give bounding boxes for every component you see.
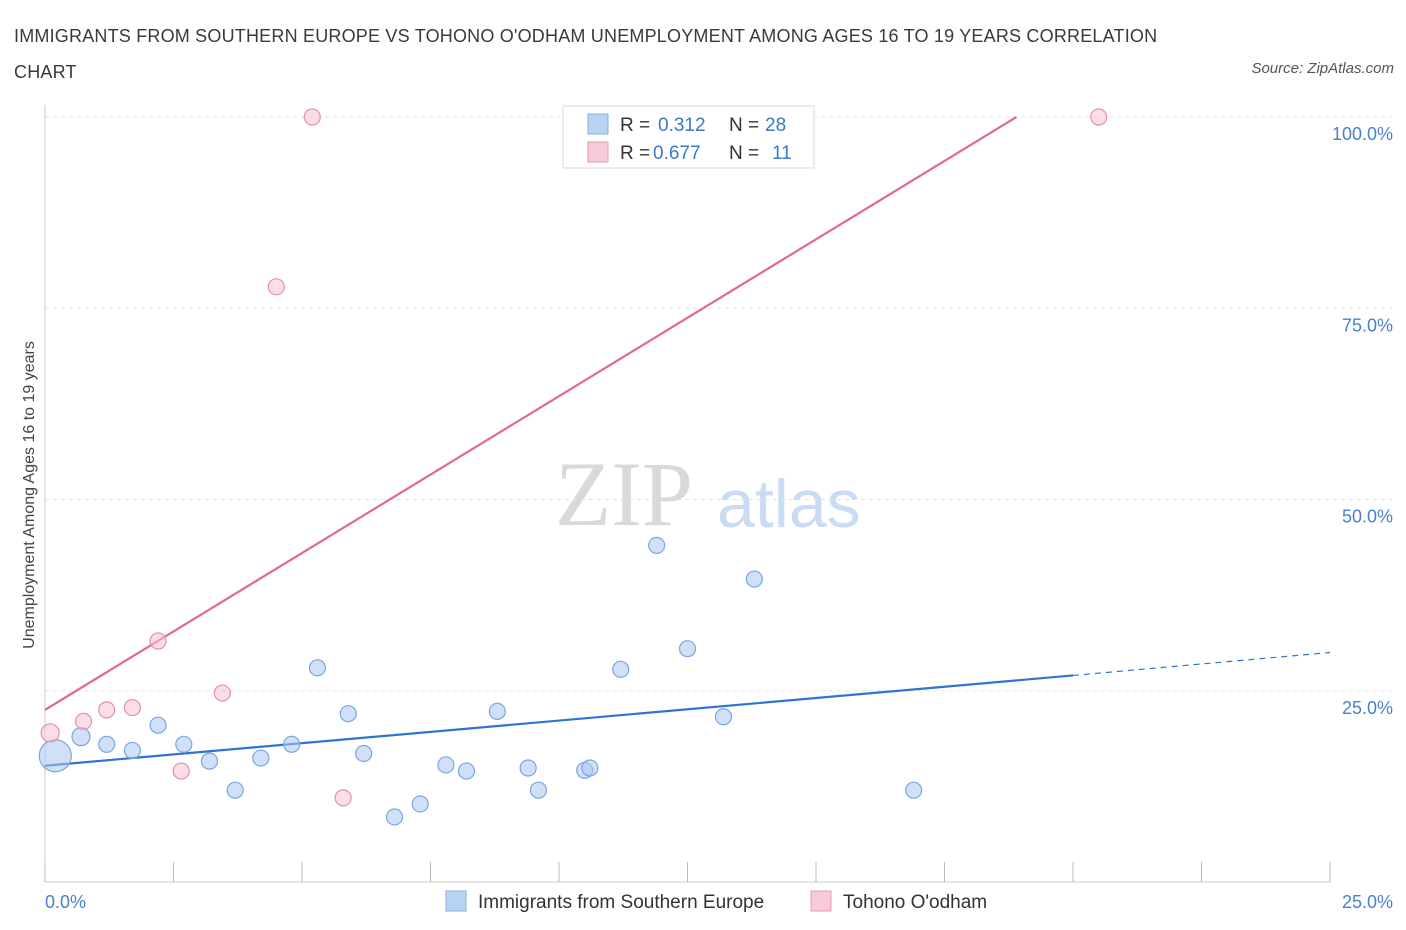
point-0-11: [339, 705, 357, 723]
x-tick-label-max: 25.0%: [1342, 892, 1393, 912]
point-1-2: [98, 701, 116, 719]
series-legend: Immigrants from Southern Europe Tohono O…: [445, 890, 987, 913]
point-1-8: [303, 108, 321, 126]
data-points: [38, 108, 1108, 826]
point-0-21: [581, 759, 599, 777]
trend-line-1: [44, 116, 1018, 711]
point-0-0: [38, 739, 72, 773]
y-tick-labels: 25.0% 50.0% 75.0% 100.0%: [1332, 124, 1393, 718]
point-0-26: [745, 570, 763, 588]
point-0-8: [252, 749, 270, 767]
point-0-5: [175, 735, 193, 753]
y-tick-label-75: 75.0%: [1342, 315, 1393, 335]
point-0-2: [98, 735, 116, 753]
point-0-27: [905, 781, 923, 799]
x-tick-label-min: 0.0%: [45, 892, 86, 912]
grid: [45, 116, 1392, 692]
trend-line-0: [44, 674, 1074, 767]
point-1-9: [334, 789, 352, 807]
point-0-18: [519, 759, 537, 777]
point-0-23: [648, 536, 666, 555]
point-0-6: [200, 752, 219, 770]
point-1-1: [74, 712, 93, 730]
point-0-12: [355, 744, 373, 763]
point-0-7: [226, 781, 244, 799]
series-legend-swatch-pink: [810, 890, 832, 912]
legend-r-label-1: R =: [620, 115, 650, 136]
point-0-25: [714, 708, 733, 726]
point-0-14: [411, 795, 429, 813]
watermark-zip: ZIP: [555, 443, 693, 545]
trend-line-dashed-0: [1072, 651, 1331, 677]
point-0-10: [308, 659, 327, 677]
point-1-5: [172, 762, 190, 780]
y-axis-label: Unemployment Among Ages 16 to 19 years: [21, 341, 38, 649]
legend-n-label-1: N =: [729, 115, 759, 136]
point-1-6: [213, 684, 231, 702]
point-1-4: [149, 632, 167, 650]
series-legend-label-2: Tohono O'odham: [843, 892, 987, 913]
point-0-3: [123, 741, 141, 760]
point-1-10: [1090, 108, 1108, 126]
legend-n-value-1: 28: [765, 115, 786, 136]
point-0-1: [71, 727, 91, 747]
point-0-19: [529, 781, 548, 799]
chart-source: Source: ZipAtlas.com: [1251, 60, 1394, 77]
legend-n-label-2: N =: [729, 143, 759, 164]
legend-r-value-1: 0.312: [658, 115, 706, 136]
legend-r-value-2: 0.677: [653, 143, 701, 164]
series-legend-swatch-blue: [445, 890, 467, 912]
correlation-legend: R = 0.312 N = 28 R = 0.677 N = 11: [562, 105, 815, 169]
trend-lines: [44, 116, 1331, 767]
point-0-13: [385, 808, 404, 826]
legend-r-label-2: R =: [620, 143, 650, 164]
legend-n-value-2: 11: [772, 143, 792, 164]
y-tick-label-50: 50.0%: [1342, 507, 1393, 527]
point-0-24: [678, 640, 697, 658]
series-legend-label-1: Immigrants from Southern Europe: [478, 892, 764, 913]
point-0-4: [149, 716, 167, 734]
point-0-9: [283, 735, 301, 753]
point-1-0: [40, 723, 60, 743]
point-1-7: [267, 278, 285, 296]
chart-title: IMMIGRANTS FROM SOUTHERN EUROPE VS TOHON…: [14, 26, 1158, 82]
point-0-22: [612, 660, 630, 678]
point-1-3: [123, 698, 141, 717]
y-tick-label-100: 100.0%: [1332, 124, 1393, 144]
watermark: ZIP atlas: [555, 443, 861, 545]
legend-swatch-pink: [587, 141, 609, 163]
watermark-atlas: atlas: [717, 466, 861, 542]
point-0-17: [488, 702, 506, 721]
point-0-16: [457, 762, 476, 780]
legend-swatch-blue: [587, 113, 609, 135]
y-tick-label-25: 25.0%: [1342, 698, 1393, 718]
point-0-15: [437, 756, 455, 774]
